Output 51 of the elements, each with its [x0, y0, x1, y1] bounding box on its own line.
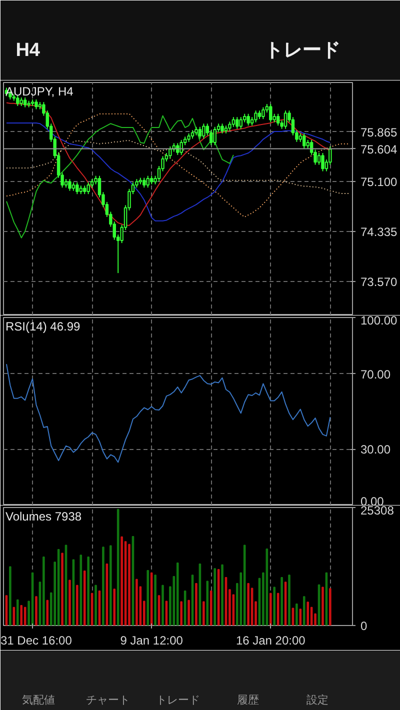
- text: トレード: [264, 40, 340, 61]
- text: 履歴: [236, 694, 259, 706]
- candlestick: [254, 110, 258, 123]
- y-tick-label: 75.865: [360, 125, 398, 140]
- text: 設定: [306, 694, 329, 706]
- candlestick: [213, 126, 216, 146]
- candlestick: [202, 123, 206, 140]
- candlestick: [276, 113, 280, 126]
- chart-title: Volumes 7938: [6, 510, 82, 524]
- candlestick: [142, 177, 146, 188]
- text: トレード: [156, 694, 200, 706]
- candlestick: [284, 110, 288, 130]
- candlestick: [228, 121, 232, 132]
- candlestick: [236, 116, 239, 130]
- y-tick-label: 75.100: [360, 175, 398, 190]
- candlestick: [168, 146, 172, 159]
- candlestick: [68, 178, 72, 192]
- y-tick-label: 70.00: [360, 367, 391, 382]
- y-tick-label: 0: [360, 619, 368, 633]
- y-tick-label: 100.00: [360, 314, 398, 328]
- candlestick: [262, 106, 265, 120]
- candlestick: [232, 116, 236, 128]
- x-tick-label: 9 Jan 12:00: [120, 634, 184, 648]
- candlestick: [23, 97, 27, 108]
- candlestick: [34, 98, 38, 110]
- candlestick: [321, 152, 324, 172]
- candlestick: [146, 175, 150, 188]
- candlestick: [180, 139, 183, 156]
- y-tick-label: 30.00: [360, 442, 391, 457]
- y-tick-label: 73.570: [360, 275, 398, 290]
- candlestick: [86, 182, 90, 195]
- chart-title: RSI(14) 46.99: [6, 320, 81, 334]
- line-series: [6, 115, 234, 238]
- candlestick: [76, 182, 79, 195]
- candlestick: [246, 113, 250, 126]
- candlestick: [302, 132, 306, 149]
- candlestick: [269, 104, 272, 123]
- text: 気配値: [22, 694, 55, 706]
- line-series: [6, 113, 350, 218]
- line-series: [6, 140, 350, 194]
- x-tick-label: 31 Dec 16:00: [0, 634, 72, 648]
- candlestick: [317, 152, 321, 166]
- y-tick-label: 25308: [360, 504, 394, 518]
- ref-line-label: 75.604: [360, 142, 398, 156]
- y-tick-label: 74.335: [360, 225, 398, 240]
- candlestick: [239, 116, 242, 130]
- candlestick: [198, 126, 202, 140]
- text: H4: [16, 40, 40, 61]
- x-tick-label: 16 Jan 20:00: [236, 634, 306, 648]
- text: チャート: [86, 694, 130, 706]
- candlestick: [220, 123, 224, 134]
